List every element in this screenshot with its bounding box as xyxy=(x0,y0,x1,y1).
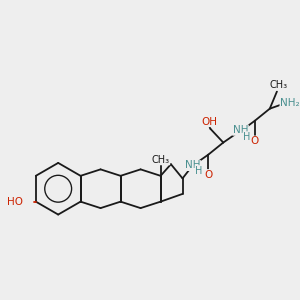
Text: NH₂: NH₂ xyxy=(280,98,300,108)
Text: NH: NH xyxy=(185,160,200,170)
Text: H: H xyxy=(243,132,250,142)
Text: HO: HO xyxy=(7,196,23,207)
Text: CH₃: CH₃ xyxy=(152,155,170,165)
Text: O: O xyxy=(204,170,212,180)
Text: H: H xyxy=(195,166,203,176)
Text: OH: OH xyxy=(201,117,217,127)
Text: NH: NH xyxy=(233,125,248,135)
Text: O: O xyxy=(251,136,259,146)
Text: CH₃: CH₃ xyxy=(269,80,287,90)
